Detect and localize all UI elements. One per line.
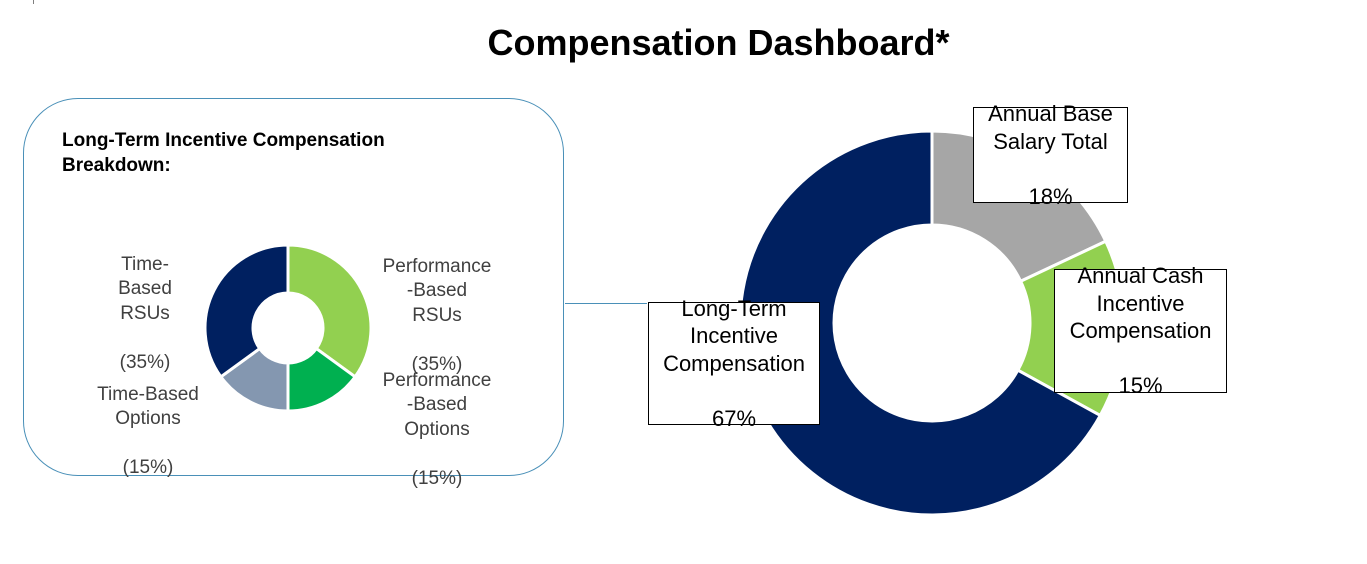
slice-pct: 18% <box>1028 183 1073 209</box>
slice-pct: 67% <box>711 405 757 431</box>
lti-slice-name: Performance -Based RSUs <box>382 255 492 326</box>
slice-label-cash-incentive: Annual Cash Incentive Compensation 15% <box>1054 263 1227 398</box>
lti-slice-pct: (35%) <box>119 351 171 373</box>
lti-slice-label-performance-rsus: Performance -Based RSUs (35%) <box>366 230 508 377</box>
lti-slice-name: Performance -Based Options <box>382 369 492 440</box>
lti-breakdown-title: Long-Term Incentive Compensation Breakdo… <box>62 130 385 176</box>
main-donut-slice-2 <box>738 129 1103 517</box>
panel-connector-line <box>565 303 647 304</box>
lti-slice-name: Time-Based Options <box>97 383 199 430</box>
slice-label-base-salary: Annual Base Salary Total 18% <box>973 101 1128 209</box>
lti-slice-name: Time- Based RSUs <box>118 253 172 324</box>
lti-slice-label-time-options: Time-Based Options (15%) <box>78 358 218 481</box>
lti-breakdown-panel <box>23 98 564 476</box>
slice-name: Annual Base Salary Total <box>988 101 1113 154</box>
lti-donut-slice-3 <box>203 243 290 379</box>
lti-slice-pct: (15%) <box>122 457 174 478</box>
slice-name: Annual Cash Incentive Compensation <box>1069 263 1212 344</box>
slice-name: Long-Term Incentive Compensation <box>663 295 805 376</box>
lti-slice-pct: (15%) <box>411 467 463 489</box>
lti-slice-pct: (35%) <box>411 353 463 375</box>
slice-label-long-term-incentive: Long-Term Incentive Compensation 67% <box>648 296 820 431</box>
corner-mark <box>33 0 34 4</box>
dashboard-title: Compensation Dashboard* <box>487 22 950 63</box>
lti-slice-label-time-rsus: Time- Based RSUs (35%) <box>95 228 195 375</box>
lti-slice-label-performance-options: Performance -Based Options (15%) <box>366 344 508 491</box>
slice-pct: 15% <box>1118 373 1163 399</box>
lti-donut-slice-0 <box>286 243 373 379</box>
